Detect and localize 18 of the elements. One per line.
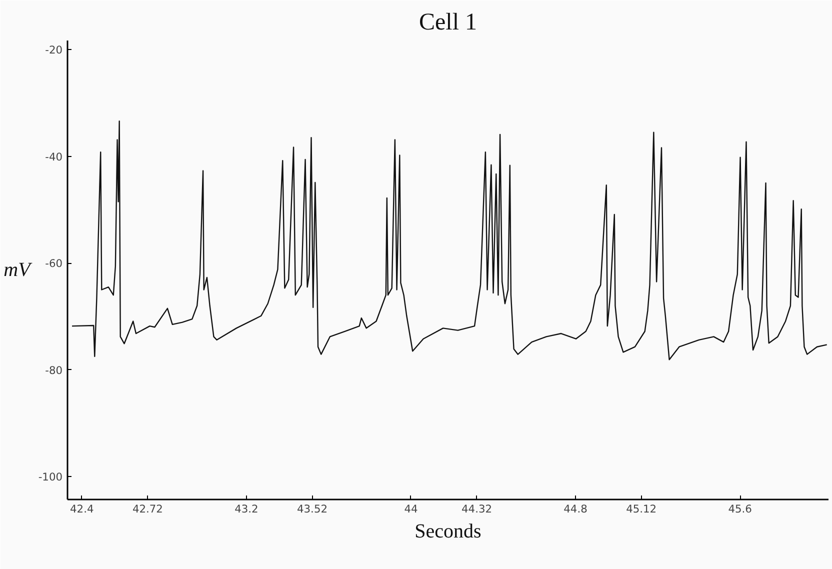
x-tick-label: 45.12 xyxy=(626,502,657,516)
chart-title: Cell 1 xyxy=(419,10,477,36)
x-tick-label: 45.6 xyxy=(728,502,752,516)
x-tick-label: 44 xyxy=(404,502,418,516)
x-tick-label: 43.52 xyxy=(297,502,328,516)
x-axis-title: Seconds xyxy=(414,520,482,542)
x-tick-label: 42.4 xyxy=(70,502,94,516)
y-tick-label: -60 xyxy=(45,257,63,270)
x-tick-label: 44.32 xyxy=(462,502,492,516)
y-tick-label: -20 xyxy=(45,44,63,57)
y-axis-title: mV xyxy=(4,259,34,281)
x-tick-label: 44.8 xyxy=(564,502,588,516)
y-tick-label: -100 xyxy=(38,470,63,484)
y-tick-label: -40 xyxy=(45,150,63,164)
x-tick-label: 42.72 xyxy=(132,502,163,516)
y-tick-label: -80 xyxy=(45,364,63,377)
x-tick-label: 43.2 xyxy=(234,502,258,516)
line-series xyxy=(71,120,828,360)
